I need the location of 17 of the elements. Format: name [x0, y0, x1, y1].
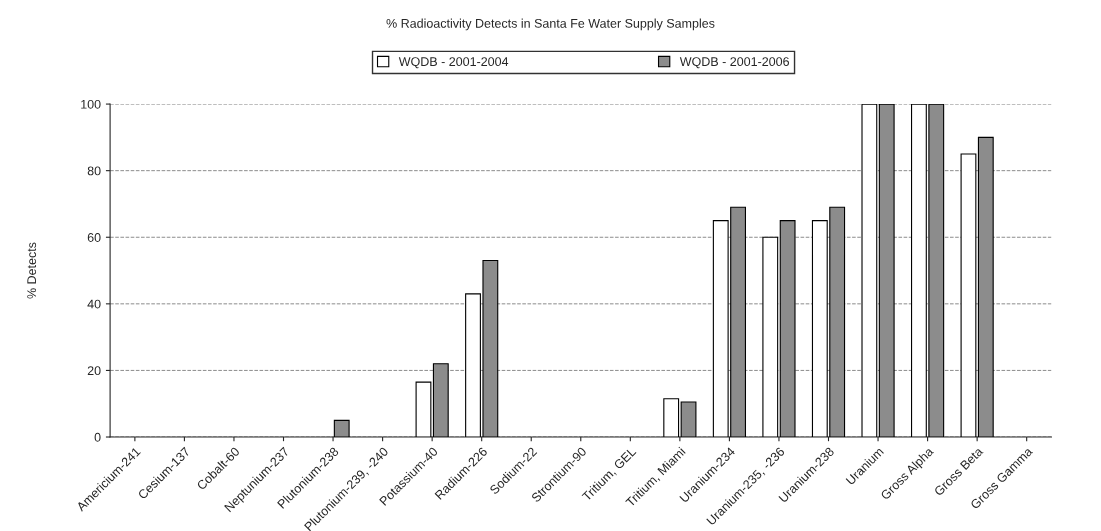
y-tick-label: 100: [81, 99, 101, 109]
bar: [960, 153, 977, 438]
y-tick-label: 60: [87, 233, 101, 242]
bar: [415, 381, 432, 438]
legend-label: WQDB - 2001-2004: [398, 57, 509, 69]
bar: [680, 401, 697, 438]
y-tick-label: 0: [94, 432, 101, 442]
bar: [861, 104, 878, 438]
y-tick-label: 40: [87, 299, 101, 309]
bar: [762, 236, 779, 438]
y-tick-label: 20: [87, 366, 101, 376]
y-axis-title: % Detects: [27, 242, 37, 299]
y-tick-label: 80: [87, 166, 101, 176]
legend-label: WQDB - 2001-2006: [679, 57, 789, 69]
bar: [663, 398, 680, 438]
chart-title: % Radioactivity Detects in Santa Fe Water Supply Samples: [386, 18, 715, 31]
bar: [333, 419, 350, 438]
